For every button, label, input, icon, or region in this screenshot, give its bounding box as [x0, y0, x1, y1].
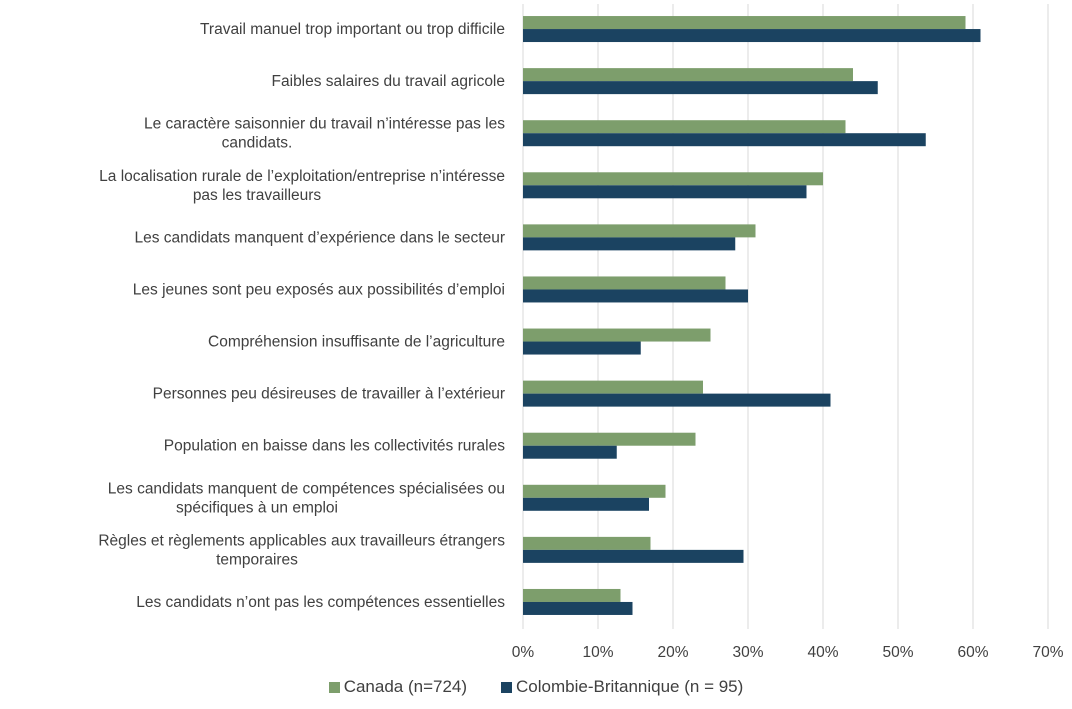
- x-tick-label-1: 10%: [582, 644, 613, 661]
- category-label-line: Le caractère saisonnier du travail n’int…: [144, 116, 505, 133]
- bar-canada-0: [523, 16, 966, 30]
- legend: Canada (n=724) Colombie-Britannique (n =…: [0, 677, 1072, 697]
- bar-bc-11: [523, 601, 633, 615]
- category-label-1: Faibles salaires du travail agricole: [272, 73, 505, 90]
- bar-bc-9: [523, 497, 649, 511]
- bar-canada-4: [523, 224, 756, 238]
- legend-swatch-bc: [501, 681, 513, 693]
- category-label-line: Faibles salaires du travail agricole: [272, 73, 505, 90]
- category-label-line: La localisation rurale de l’exploitation…: [99, 168, 505, 185]
- bar-bc-5: [523, 289, 748, 303]
- x-tick-label-2: 20%: [657, 644, 688, 661]
- category-label-line: Compréhension insuffisante de l’agricult…: [208, 334, 505, 351]
- bar-bc-0: [523, 29, 981, 43]
- bar-canada-11: [523, 588, 621, 602]
- category-label-4: Les candidats manquent d’expérience dans…: [134, 229, 505, 246]
- category-label-line: Les candidats n’ont pas les compétences …: [136, 594, 505, 611]
- bar-bc-4: [523, 237, 736, 251]
- bar-canada-7: [523, 380, 703, 394]
- legend-swatch-canada: [328, 681, 340, 693]
- category-label-line: temporaires: [216, 551, 298, 568]
- bar-canada-6: [523, 328, 711, 342]
- legend-item-bc: Colombie-Britannique (n = 95): [501, 677, 743, 697]
- x-tick-label-0: 0%: [512, 644, 535, 661]
- category-label-line: Population en baisse dans les collectivi…: [164, 438, 505, 455]
- legend-label-bc: Colombie-Britannique (n = 95): [516, 677, 744, 696]
- category-label-6: Compréhension insuffisante de l’agricult…: [208, 334, 505, 351]
- bar-bc-8: [523, 445, 617, 459]
- category-label-line: Travail manuel trop important ou trop di…: [200, 21, 505, 38]
- x-tick-label-4: 40%: [807, 644, 838, 661]
- category-label-line: Les candidats manquent de compétences sp…: [108, 480, 505, 497]
- category-label-line: pas les travailleurs: [193, 187, 322, 204]
- category-label-line: Règles et règlements applicables aux tra…: [98, 532, 505, 549]
- bar-bc-1: [523, 81, 878, 95]
- x-tick-label-5: 50%: [882, 644, 913, 661]
- category-label-line: Les candidats manquent d’expérience dans…: [134, 229, 505, 246]
- category-label-line: Les jeunes sont peu exposés aux possibil…: [133, 281, 505, 298]
- legend-label-canada: Canada (n=724): [343, 677, 468, 696]
- x-tick-label-3: 30%: [732, 644, 763, 661]
- bar-bc-6: [523, 341, 641, 355]
- category-label-8: Population en baisse dans les collectivi…: [164, 438, 505, 455]
- category-label-3: La localisation rurale de l’exploitation…: [99, 168, 505, 204]
- category-label-10: Règles et règlements applicables aux tra…: [98, 532, 505, 568]
- bar-bc-10: [523, 549, 744, 563]
- x-tick-label-6: 60%: [957, 644, 988, 661]
- bar-bc-3: [523, 185, 807, 199]
- bar-canada-5: [523, 276, 726, 290]
- category-label-7: Personnes peu désireuses de travailler à…: [153, 386, 505, 403]
- category-label-9: Les candidats manquent de compétences sp…: [108, 480, 505, 516]
- category-label-2: Le caractère saisonnier du travail n’int…: [144, 116, 505, 152]
- bar-canada-8: [523, 432, 696, 446]
- category-label-0: Travail manuel trop important ou trop di…: [200, 21, 505, 38]
- bar-canada-10: [523, 536, 651, 550]
- legend-item-canada: Canada (n=724): [328, 677, 468, 697]
- bar-canada-9: [523, 484, 666, 498]
- bar-canada-1: [523, 68, 853, 82]
- category-label-5: Les jeunes sont peu exposés aux possibil…: [133, 281, 505, 298]
- category-label-line: spécifiques à un emploi: [176, 499, 338, 516]
- bar-bc-2: [523, 133, 926, 147]
- bar-canada-2: [523, 120, 846, 134]
- category-label-11: Les candidats n’ont pas les compétences …: [136, 594, 505, 611]
- bar-bc-7: [523, 393, 831, 407]
- category-label-line: candidats.: [222, 135, 293, 152]
- bar-canada-3: [523, 172, 823, 186]
- x-tick-label-7: 70%: [1032, 644, 1063, 661]
- category-label-line: Personnes peu désireuses de travailler à…: [153, 386, 505, 403]
